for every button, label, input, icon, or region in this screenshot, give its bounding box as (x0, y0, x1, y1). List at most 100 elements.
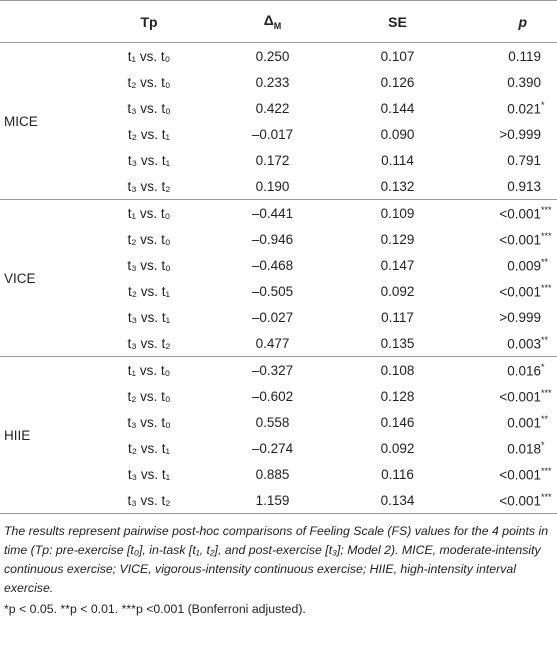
results-table: Tp ΔM SE p MICE t₁ vs. t₀ 0.250 0.107 0.119 t… (0, 0, 557, 514)
p-mark: ** (541, 334, 549, 345)
table-cell: 1.159 (210, 487, 335, 514)
p-cell: >0.999 (460, 304, 557, 330)
p-cell: <0.001*** (460, 487, 557, 514)
p-value: <0.001 (499, 232, 541, 248)
p-mark: ** (541, 256, 549, 267)
group-label: MICE (0, 42, 88, 200)
p-value: 0.009 (507, 258, 541, 274)
table-cell: t₁ vs. t₀ (127, 362, 171, 378)
table-cell: t₃ vs. t₀ (127, 257, 171, 273)
table-cell: –0.602 (251, 388, 294, 404)
table-cell: 0.107 (380, 48, 415, 64)
table-row: t₃ vs. t₂ 0.477 0.135 0.003** (0, 330, 557, 357)
table-cell: –0.027 (251, 309, 294, 325)
table-row: t₂ vs. t₀ –0.602 0.128 <0.001*** (0, 383, 557, 409)
table-cell: 0.135 (335, 330, 460, 357)
header-text: p (518, 13, 527, 30)
table-cell: 0.146 (380, 414, 415, 430)
table-cell: t₂ vs. t₁ (127, 126, 171, 142)
table-cell: 0.117 (381, 309, 414, 325)
table-cell: –0.274 (251, 440, 294, 456)
p-cell: 0.009** (460, 252, 557, 278)
p-cell: 0.791 (460, 147, 557, 173)
table-row: t₃ vs. t₀ –0.468 0.147 0.009** (0, 252, 557, 278)
header-sub: M (273, 20, 282, 31)
table-cell: 0.250 (255, 48, 290, 64)
p-cell: <0.001*** (460, 226, 557, 252)
table-row: t₃ vs. t₂ 0.190 0.132 0.913 (0, 173, 557, 200)
p-mark: *** (541, 282, 552, 293)
table-cell: t₃ vs. t₂ (88, 330, 210, 357)
p-value: >0.999 (499, 309, 541, 325)
p-value: 0.390 (507, 74, 541, 90)
table-cell: 0.233 (255, 74, 290, 90)
table-cell: t₁ vs. t₀ (127, 205, 171, 221)
table-cell: –0.327 (251, 362, 294, 378)
table-cell: t₃ vs. t₂ (88, 487, 210, 514)
p-mark: * (541, 361, 545, 372)
table-cell: –0.441 (251, 205, 294, 221)
p-value: 0.016 (507, 363, 541, 379)
table-cell: t₂ vs. t₀ (127, 231, 171, 247)
p-value: 0.913 (507, 178, 541, 194)
header-text: Δ (263, 12, 274, 29)
table-cell: –0.017 (251, 126, 294, 142)
table-cell: 0.147 (380, 257, 415, 273)
table-cell: 0.092 (380, 440, 415, 456)
header-row: Tp ΔM SE p (0, 0, 557, 43)
table-cell: 0.558 (255, 414, 290, 430)
p-cell: <0.001*** (460, 278, 557, 304)
p-value: <0.001 (499, 206, 541, 222)
p-mark: *** (541, 230, 552, 241)
table-cell: –0.946 (251, 231, 294, 247)
table-cell: t₃ vs. t₂ (88, 173, 210, 200)
table-cell: 0.129 (380, 231, 415, 247)
table-cell: 0.885 (255, 466, 290, 482)
p-cell: 0.119 (460, 43, 557, 70)
p-value: 0.021 (507, 101, 541, 117)
p-mark: * (541, 99, 545, 110)
header-cell (0, 0, 88, 43)
note: *p < 0.05. **p < 0.01. ***p <0.001 (Bonf… (4, 602, 306, 616)
p-cell: 0.016* (460, 357, 557, 384)
p-value: 0.003 (507, 336, 541, 352)
table-cell: 0.114 (381, 152, 414, 168)
p-value: 0.018 (507, 441, 541, 457)
table-row: t₃ vs. t₁ –0.027 0.117 >0.999 (0, 304, 557, 330)
table-cell: t₂ vs. t₀ (127, 74, 171, 90)
p-cell: 0.018* (460, 435, 557, 461)
table-cell: –0.468 (251, 257, 294, 273)
header-cell: SE (335, 0, 460, 43)
p-value: 0.001 (507, 415, 541, 431)
table-cell: 0.172 (255, 152, 290, 168)
table-cell: t₃ vs. t₁ (127, 309, 171, 325)
table-cell: t₃ vs. t₀ (127, 414, 171, 430)
table-cell: t₁ vs. t₀ (127, 48, 171, 64)
header-cell: Tp (88, 0, 210, 43)
p-cell: 0.021* (460, 95, 557, 121)
table-row: t₃ vs. t₂ 1.159 0.134 <0.001*** (0, 487, 557, 514)
table-cell: t₃ vs. t₀ (127, 100, 171, 116)
table-cell: 0.128 (380, 388, 415, 404)
p-mark: * (541, 439, 545, 450)
p-value: <0.001 (499, 284, 541, 300)
p-cell: 0.913 (460, 173, 557, 200)
p-cell: 0.001** (460, 409, 557, 435)
group-label: HIIE (0, 356, 88, 514)
table-row: MICE t₁ vs. t₀ 0.250 0.107 0.119 (0, 42, 557, 200)
p-cell: <0.001*** (460, 200, 557, 227)
p-value: <0.001 (499, 389, 541, 405)
header-cell: p (460, 0, 557, 43)
table-cell: –0.505 (251, 283, 294, 299)
table-cell: 0.132 (335, 173, 460, 200)
table-row: VICE t₁ vs. t₀ –0.441 0.109 <0.001*** (0, 199, 557, 357)
table-cell: t₂ vs. t₀ (127, 388, 171, 404)
p-value: 0.119 (508, 48, 541, 64)
p-mark: ** (541, 413, 549, 424)
table-row: t₃ vs. t₁ 0.885 0.116 <0.001*** (0, 461, 557, 487)
notes: The results represent pairwise post-hoc … (0, 514, 557, 619)
table-cell: 0.116 (381, 466, 414, 482)
table-cell: 0.108 (380, 362, 415, 378)
table-cell: 0.422 (255, 100, 290, 116)
